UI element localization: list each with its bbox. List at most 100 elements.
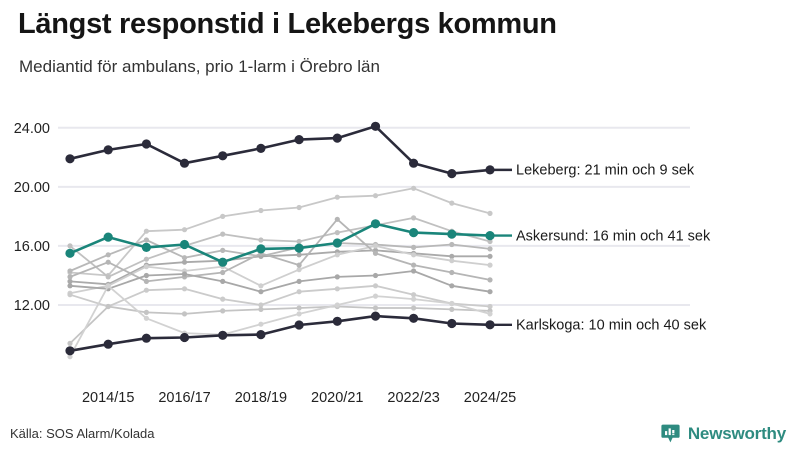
series-data-point bbox=[487, 277, 493, 283]
series-data-point bbox=[370, 121, 381, 131]
series-data-point bbox=[294, 243, 304, 253]
series-data-point bbox=[181, 311, 188, 317]
page-title: Längst responstid i Lekebergs kommun bbox=[18, 8, 557, 40]
series-data-point bbox=[105, 252, 111, 258]
series-data-point bbox=[256, 244, 266, 254]
series-data-point bbox=[220, 213, 226, 219]
series-data-point bbox=[372, 283, 379, 289]
series-data-point bbox=[487, 253, 493, 259]
series-data-point bbox=[447, 169, 457, 179]
line-chart-plot: 12.00 16.00 20.00 24.00 2014/15 2016/17 2018/… bbox=[14, 121, 711, 406]
series-data-point bbox=[141, 242, 151, 252]
series-data-point bbox=[447, 229, 457, 239]
series-data-point bbox=[105, 283, 111, 289]
series-data-point bbox=[409, 158, 419, 168]
series-data-point bbox=[181, 286, 188, 292]
series-data-point bbox=[372, 305, 379, 311]
series-data-point bbox=[220, 308, 226, 314]
x-axis-tick-label: 2014/15 bbox=[82, 390, 134, 406]
series-data-point bbox=[143, 309, 149, 315]
series-data-point bbox=[372, 272, 379, 279]
series-data-point bbox=[65, 248, 75, 258]
series-data-point bbox=[143, 287, 149, 293]
background-series-group bbox=[67, 185, 493, 360]
series-line bbox=[69, 305, 491, 345]
series-data-point bbox=[296, 252, 302, 258]
series-annotation-label: Askersund: 16 min och 41 sek bbox=[516, 228, 711, 244]
series-line bbox=[69, 245, 491, 295]
series-data-point bbox=[372, 243, 379, 249]
series-data-point bbox=[67, 274, 73, 280]
series-data-point bbox=[67, 268, 73, 274]
series-data-point bbox=[487, 262, 493, 268]
series-data-point bbox=[220, 247, 226, 253]
series-data-point bbox=[372, 250, 379, 256]
series-data-point bbox=[372, 193, 379, 199]
series-data-point bbox=[67, 292, 73, 298]
series-data-point bbox=[411, 244, 417, 250]
series-data-point bbox=[296, 305, 302, 311]
series-data-point bbox=[296, 262, 302, 268]
series-data-point bbox=[103, 232, 113, 242]
series-line bbox=[69, 217, 491, 278]
series-data-point bbox=[258, 283, 264, 289]
series-data-point bbox=[220, 296, 226, 302]
brand-name: Newsworthy bbox=[687, 423, 786, 443]
series-data-point bbox=[296, 289, 302, 295]
series-data-point bbox=[67, 283, 73, 289]
gridlines-group bbox=[58, 126, 690, 307]
series-data-point bbox=[334, 194, 340, 200]
series-data-point bbox=[296, 204, 302, 211]
series-data-point bbox=[179, 239, 190, 250]
series-data-point bbox=[449, 306, 455, 312]
series-data-point bbox=[179, 158, 190, 168]
series-data-point bbox=[65, 154, 75, 164]
series-data-point bbox=[411, 292, 417, 298]
series-line bbox=[69, 284, 491, 358]
series-data-point bbox=[449, 300, 455, 307]
series-data-point bbox=[372, 293, 379, 299]
series-data-point bbox=[256, 330, 266, 340]
series-annotations-group: Lekeberg: 21 min och 9 sek Askersund: 16 … bbox=[490, 163, 711, 334]
series-data-point bbox=[487, 238, 493, 245]
source-note: Källa: SOS Alarm/Kolada bbox=[10, 426, 155, 441]
series-data-point bbox=[487, 246, 493, 252]
series-data-point bbox=[143, 228, 149, 234]
newsworthy-logo[interactable]: Newsworthy bbox=[660, 423, 786, 444]
series-data-point bbox=[181, 271, 188, 277]
y-axis-tick-label: 12.00 bbox=[14, 298, 50, 314]
series-data-point bbox=[296, 238, 302, 245]
series-line bbox=[68, 222, 492, 264]
series-data-point bbox=[296, 267, 302, 273]
series-data-point bbox=[258, 302, 264, 308]
series-data-point bbox=[181, 259, 188, 265]
series-data-point bbox=[258, 306, 264, 312]
series-data-point bbox=[143, 272, 149, 279]
series-data-point bbox=[67, 354, 73, 360]
series-data-point bbox=[258, 289, 264, 295]
series-data-point bbox=[449, 241, 455, 248]
series-data-point bbox=[105, 303, 111, 310]
y-axis-tick-label: 20.00 bbox=[14, 180, 50, 196]
series-data-point bbox=[411, 215, 417, 221]
series-data-point bbox=[67, 243, 73, 249]
x-axis-labels-group: 2014/15 2016/17 2018/19 2020/21 2022/23 2024/… bbox=[82, 390, 516, 406]
series-data-point bbox=[449, 283, 455, 289]
series-data-point bbox=[449, 269, 455, 276]
series-data-point bbox=[218, 330, 228, 340]
series-data-point bbox=[334, 302, 340, 308]
series-line bbox=[69, 249, 491, 286]
series-data-point bbox=[294, 135, 304, 145]
series-data-point bbox=[105, 274, 111, 280]
series-data-point bbox=[220, 231, 226, 237]
series-data-point bbox=[447, 318, 457, 329]
series-line bbox=[68, 314, 492, 353]
series-data-point bbox=[296, 278, 302, 284]
series-annotation-label: Lekeberg: 21 min och 9 sek bbox=[516, 163, 695, 179]
series-data-point bbox=[332, 316, 342, 326]
series-data-point bbox=[487, 210, 493, 216]
series-data-point bbox=[334, 230, 340, 236]
series-data-point bbox=[332, 238, 342, 248]
series-data-point bbox=[258, 237, 264, 243]
